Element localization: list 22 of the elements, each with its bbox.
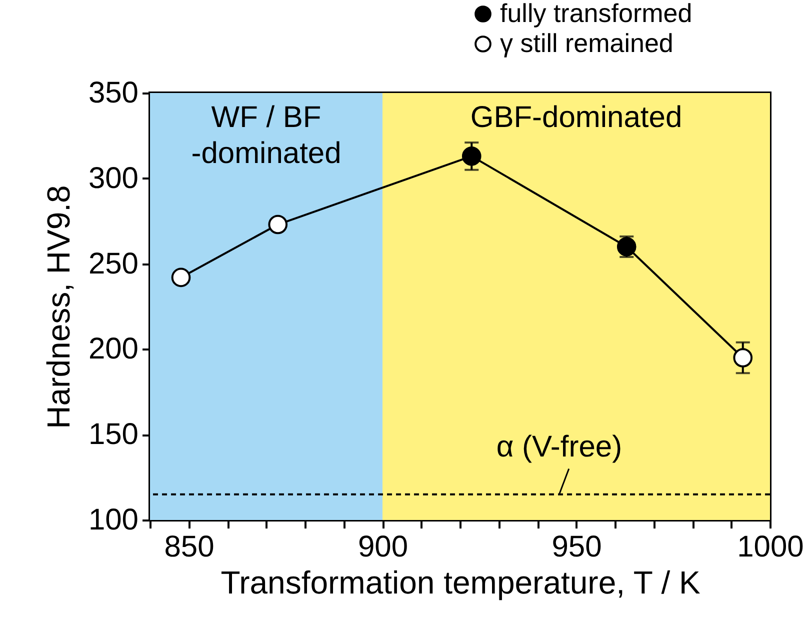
band-label: GBF-dominated [470,101,682,134]
point [616,237,636,256]
x-tick-label: 950 [552,530,602,564]
point [268,214,288,234]
point [171,268,191,288]
legend-label: fully transformed [500,0,692,28]
ref-line-label: α (V-free) [496,430,622,464]
x-axis-title: Transformation temperature, T / K [220,564,700,600]
x-tick-label: 1000 [737,530,804,564]
y-tick-label: 250 [88,247,138,280]
point [462,146,482,166]
y-tick-label: 100 [88,504,138,536]
y-tick-label: 300 [88,162,138,195]
x-tick-label: 850 [164,530,214,564]
y-tick-label: 350 [88,76,138,110]
band-label: WF / BF -dominated [191,101,342,170]
x-tick-label: 900 [358,530,408,564]
y-tick-label: 200 [88,332,138,366]
y-axis-title: Hardness, HV9.8 [40,185,76,429]
legend-label: γ still remained [500,28,674,58]
point [733,348,753,368]
y-tick-label: 150 [88,418,138,452]
